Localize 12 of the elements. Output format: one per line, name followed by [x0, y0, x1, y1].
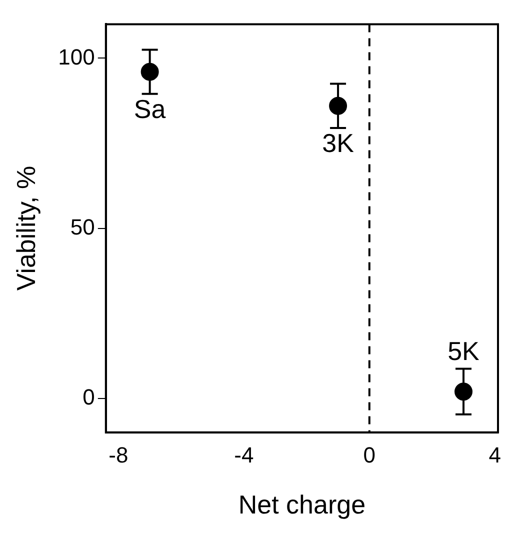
y-tick-label: 50	[70, 214, 95, 240]
x-tick-label: -8	[108, 442, 128, 468]
y-tick-label: 100	[58, 44, 95, 70]
annotation: Sa	[134, 94, 166, 124]
x-tick-label: 0	[363, 442, 376, 468]
y-tick-label: 0	[82, 384, 95, 410]
x-tick-label: -4	[234, 442, 254, 468]
annotation: 3K	[322, 128, 355, 158]
annotation: 5K	[448, 336, 480, 366]
x-axis-title: Net charge	[238, 490, 366, 520]
x-tick-label: 4	[488, 442, 501, 468]
y-axis-title: Viability, %	[10, 166, 41, 291]
